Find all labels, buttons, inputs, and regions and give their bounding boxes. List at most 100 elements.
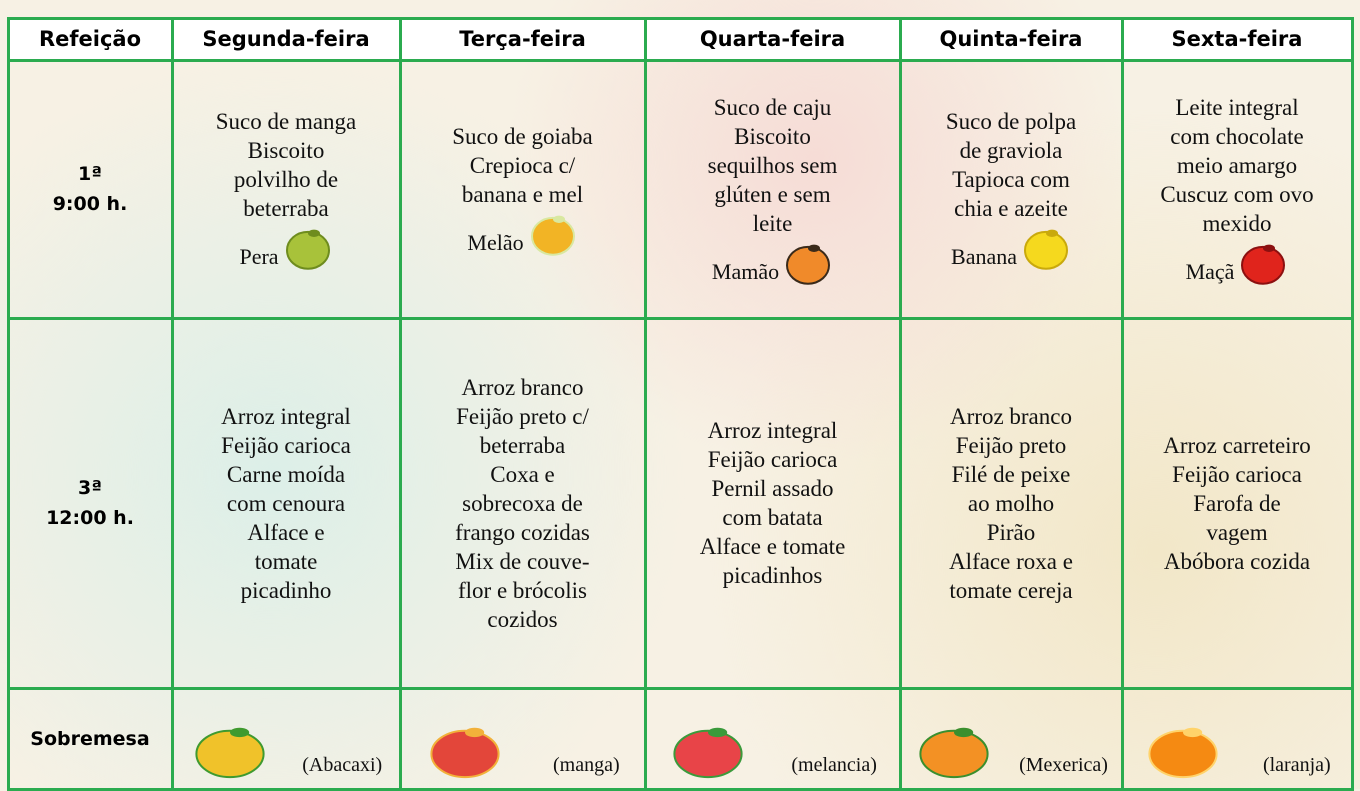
fruit-label: (Abacaxi)	[302, 753, 383, 776]
menu-line: Alface e	[247, 519, 325, 545]
menu-cell: (Abacaxi)	[170, 686, 402, 791]
fruit-label: (Mexerica)	[1019, 753, 1108, 776]
header-cell: Sexta-feira	[1120, 16, 1354, 62]
meal-label: 3ª 12:00 h.	[6, 316, 174, 690]
menu-line: flor e brócolis	[457, 577, 587, 603]
menu-line: Arroz integral	[221, 403, 351, 429]
menu-cell: Suco de caju Biscoito sequilhos sem glúten …	[643, 58, 902, 320]
menu-cell: Arroz integral Feijão carioca Carne moída c…	[170, 316, 402, 690]
fruit-label: Pera	[239, 244, 279, 269]
menu-cell: (manga)	[398, 686, 647, 791]
menu-line: Alface roxa e	[949, 548, 1073, 574]
header-cell: Quinta-feira	[898, 16, 1124, 62]
menu-line: Feijão carioca	[707, 447, 838, 472]
menu-cell: Leite integral com chocolate meio amargo Cu…	[1120, 58, 1354, 320]
meal-label: Sobremesa	[6, 686, 174, 791]
menu-line: meio amargo	[1176, 152, 1298, 178]
menu-line: Mix de couve-	[455, 548, 590, 574]
menu-line: sobrecoxa de	[462, 490, 583, 516]
menu-line: Feijão carioca	[221, 432, 351, 458]
fruit-icon	[1023, 229, 1068, 270]
menu-line: sequilhos sem	[707, 152, 838, 178]
menu-line: ao molho	[967, 490, 1055, 516]
fruit-icon	[430, 727, 500, 778]
menu-line: Alface e tomate	[699, 534, 846, 559]
menu-lines: Arroz carreteiro Feijão carioca Farofa de v…	[1163, 431, 1310, 576]
menu-lines: Suco de polpa de graviola Tapioca com chia …	[946, 107, 1076, 223]
menu-line: glúten e sem	[714, 181, 831, 207]
menu-line: chia e azeite	[954, 196, 1068, 221]
menu-line: tomate	[254, 548, 318, 574]
header-cell: Segunda-feira	[170, 16, 402, 62]
menu-line: Arroz branco	[461, 374, 584, 400]
menu-line: Farofa de	[1193, 490, 1281, 516]
menu-cell: (melancia)	[643, 686, 902, 791]
menu-cell: Arroz carreteiro Feijão carioca Farofa de v…	[1120, 316, 1354, 690]
fruit-icon	[919, 727, 989, 778]
menu-lines: Suco de caju Biscoito sequilhos sem glúten …	[708, 93, 838, 238]
fruit-icon	[530, 215, 575, 256]
menu-line: Feijão carioca	[1172, 461, 1302, 487]
header-cell: Quarta-feira	[643, 16, 902, 62]
menu-line: Coxa e	[490, 461, 555, 487]
fruit-label: (manga)	[553, 753, 620, 776]
menu-line: Tapioca com	[952, 167, 1070, 192]
menu-line: banana e mel	[461, 181, 584, 207]
fruit-row: Pera	[239, 225, 332, 271]
fruit-row: Banana	[951, 225, 1071, 271]
menu-line: beterraba	[243, 196, 329, 221]
fruit-row: Mamão	[712, 240, 833, 286]
menu-line: Filé de peixe	[951, 461, 1071, 487]
menu-line: tomate cereja	[949, 577, 1073, 603]
fruit-label: Mamão	[711, 258, 780, 284]
menu-line: Carne moída	[226, 461, 346, 487]
fruit-label: (laranja)	[1262, 753, 1331, 776]
menu-line: Suco de goiaba	[452, 123, 593, 149]
menu-lines: Arroz integral Feijão carioca Pernil assad…	[700, 416, 846, 590]
menu-line: polvilho de	[233, 167, 339, 192]
menu-line: Suco de manga	[215, 109, 357, 134]
fruit-row: Melão	[467, 211, 577, 257]
menu-line: Cuscuz com ovo	[1160, 181, 1314, 207]
menu-line: beterraba	[479, 432, 566, 458]
fruit-label: Melão	[467, 229, 524, 255]
fruit-icon	[195, 727, 265, 778]
menu-line: vagem	[1206, 519, 1268, 545]
menu-line: frango cozidas	[455, 519, 590, 545]
menu-line: Suco de polpa	[945, 109, 1077, 134]
fruit-icon	[673, 727, 743, 778]
menu-line: picadinho	[240, 577, 332, 603]
menu-cell: Arroz integral Feijão carioca Pernil assad…	[643, 316, 902, 690]
menu-line: com batata	[722, 505, 823, 530]
menu-line: Feijão preto	[955, 432, 1067, 458]
menu-cell: Suco de goiaba Crepioca c/banana e mel Mel…	[398, 58, 647, 320]
fruit-label: (melancia)	[791, 753, 877, 776]
menu-line: Feijão preto c/	[456, 403, 589, 429]
header-cell: Terça-feira	[398, 16, 647, 62]
menu-line: com cenoura	[226, 490, 346, 516]
menu-lines: Leite integral com chocolate meio amargo Cu…	[1160, 93, 1313, 238]
menu-lines: Suco de manga Biscoito polvilho de beterrab…	[216, 107, 357, 223]
menu-line: Pernil assado	[711, 476, 834, 501]
meal-label: 1ª 9:00 h.	[6, 58, 174, 320]
menu-line: leite	[752, 210, 793, 236]
menu-line: Abóbora cozida	[1163, 548, 1311, 574]
meal-label-line: 9:00 h.	[52, 193, 128, 215]
menu-line: Crepioca c/	[469, 152, 576, 178]
menu-line: Suco de caju	[713, 94, 832, 120]
menu-line: Biscoito	[247, 138, 325, 163]
menu-line: mexido	[1202, 210, 1272, 236]
menu-line: Pirão	[986, 519, 1036, 545]
meal-label-line: 1ª	[78, 163, 102, 185]
fruit-icon	[786, 244, 831, 285]
menu-line: de graviola	[959, 138, 1063, 163]
menu-cell: Arroz branco Feijão preto Filé de peixe ao …	[898, 316, 1124, 690]
menu-cell: (Mexerica)	[898, 686, 1124, 791]
menu-cell: Arroz branco Feijão preto c/beterraba Coxa…	[398, 316, 647, 690]
meal-label-line: 3ª	[78, 477, 102, 499]
menu-cell: (laranja)	[1120, 686, 1354, 791]
meal-label-line: 12:00 h.	[46, 507, 134, 529]
menu-line: com chocolate	[1170, 123, 1304, 149]
menu-cell: Suco de manga Biscoito polvilho de beterrab…	[170, 58, 402, 320]
